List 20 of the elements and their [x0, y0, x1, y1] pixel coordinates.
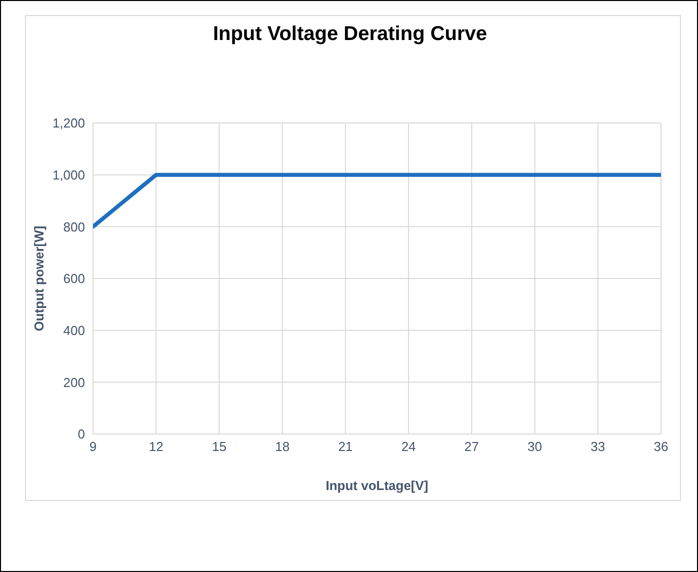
x-tick-label: 15 — [212, 439, 226, 454]
y-tick-label: 200 — [63, 374, 85, 390]
y-tick-label: 800 — [63, 219, 85, 234]
y-tick-label: 1,000 — [52, 167, 85, 182]
x-tick-label: 33 — [590, 439, 606, 454]
x-tick-label: 30 — [528, 439, 542, 454]
x-tick-label: 9 — [89, 439, 97, 454]
x-tick-label: 24 — [401, 439, 416, 454]
y-tick-label: 400 — [63, 322, 85, 338]
y-axis-title: Output power[W] — [32, 226, 47, 332]
x-tick-label: 18 — [275, 439, 290, 454]
x-tick-label: 12 — [148, 439, 164, 454]
y-tick-label: 600 — [63, 271, 85, 286]
y-tick-label: 0 — [78, 426, 85, 442]
chart-title: Input Voltage Derating Curve — [212, 23, 488, 46]
x-axis-title: Input voLtage[V] — [326, 478, 428, 493]
y-tick-label: 1,200 — [52, 116, 85, 131]
x-tick-label: 21 — [338, 439, 353, 454]
x-tick-label: 27 — [464, 439, 479, 454]
x-tick-label: 36 — [654, 439, 668, 454]
